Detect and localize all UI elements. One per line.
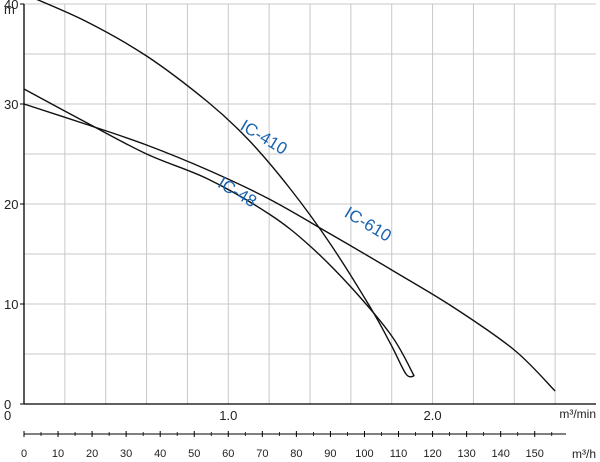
secondary-x-tick-label: 0: [21, 448, 27, 460]
series-label-ic-48: IC-48: [215, 173, 260, 211]
secondary-x-tick-label: 20: [86, 448, 98, 460]
secondary-x-tick-label: 90: [324, 448, 336, 460]
series-labels: IC-410 IC-48 IC-610: [215, 116, 395, 246]
series-line-ic-48: [23, 88, 415, 377]
y-tick-label: 20: [4, 197, 18, 212]
series-line-ic-410: [36, 0, 415, 378]
secondary-x-tick-label: 50: [188, 448, 200, 460]
y-tick-label: 10: [4, 297, 18, 312]
secondary-x-tick-label: 30: [120, 448, 132, 460]
secondary-x-tick-label: 130: [457, 448, 475, 460]
secondary-x-axis: m³/h 0 10 20 30 40 50 60 70 80 90 100 110 120 130 140 1…: [21, 431, 596, 461]
secondary-x-tick-label: 80: [290, 448, 302, 460]
secondary-x-tick-label: 40: [154, 448, 166, 460]
chart-grid: [24, 3, 596, 404]
y-tick-label: 40: [4, 0, 18, 12]
x-axis: m³/min 0 1.0 2.0: [4, 407, 596, 423]
x-tick-label: 0: [4, 408, 11, 423]
secondary-x-tick-label: 70: [256, 448, 268, 460]
secondary-x-tick-label: 140: [491, 448, 509, 460]
x-axis-unit: m³/min: [559, 407, 596, 421]
x-tick-label: 1.0: [219, 408, 237, 423]
secondary-x-tick-label: 60: [222, 448, 234, 460]
secondary-x-tick-label: 100: [355, 448, 373, 460]
y-axis-unit: m: [4, 2, 15, 17]
series-line-ic-610: [23, 103, 556, 392]
x-tick-label: 2.0: [424, 408, 442, 423]
y-axis: m 0 10 20 30 40: [4, 0, 24, 412]
y-tick-label: 0: [4, 397, 11, 412]
secondary-x-axis-unit: m³/h: [572, 447, 596, 461]
series-label-ic-410: IC-410: [237, 116, 291, 159]
chart-series: [23, 0, 556, 392]
y-tick-label: 30: [4, 97, 18, 112]
secondary-x-tick-label: 10: [52, 448, 64, 460]
secondary-x-tick-label: 150: [526, 448, 544, 460]
secondary-x-tick-label: 110: [390, 448, 408, 460]
series-label-ic-610: IC-610: [341, 203, 395, 246]
secondary-x-tick-label: 120: [423, 448, 441, 460]
